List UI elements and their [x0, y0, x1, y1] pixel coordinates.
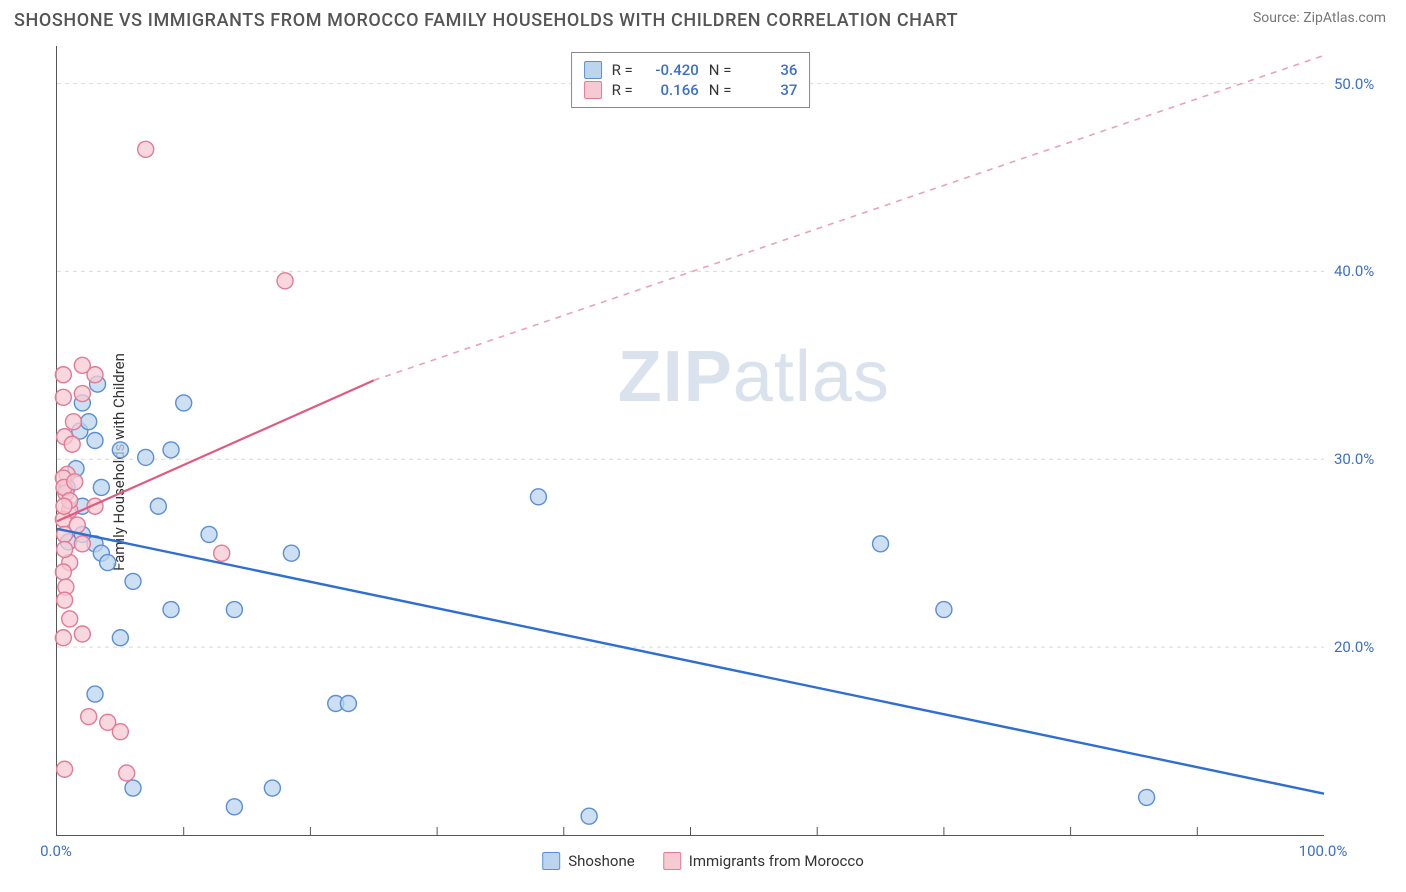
r-label: R = — [612, 81, 633, 99]
series-legend: Shoshone Immigrants from Morocco — [542, 852, 864, 870]
legend-item-shoshone: Shoshone — [542, 852, 635, 870]
r-value-morocco: 0.166 — [643, 81, 699, 99]
swatch-shoshone-icon — [542, 852, 560, 870]
legend-row-morocco: R = 0.166 N = 37 — [584, 81, 798, 99]
x-tick-label: 100.0% — [1299, 842, 1348, 860]
y-tick-label: 30.0% — [1334, 450, 1374, 468]
source-label: Source: ZipAtlas.com — [1253, 10, 1386, 26]
legend-row-shoshone: R = -0.420 N = 36 — [584, 61, 798, 79]
y-tick-label: 50.0% — [1334, 75, 1374, 93]
correlation-legend: R = -0.420 N = 36 R = 0.166 N = 37 — [571, 52, 811, 108]
swatch-morocco-icon — [663, 852, 681, 870]
n-value-shoshone: 36 — [741, 61, 797, 79]
legend-label-shoshone: Shoshone — [568, 852, 635, 870]
n-value-morocco: 37 — [741, 81, 797, 99]
n-label: N = — [709, 61, 732, 79]
chart-title: SHOSHONE VS IMMIGRANTS FROM MOROCCO FAMI… — [14, 10, 958, 31]
swatch-morocco-icon — [584, 81, 602, 99]
n-label: N = — [709, 81, 732, 99]
x-tick-label: 0.0% — [40, 842, 72, 860]
r-value-shoshone: -0.420 — [643, 61, 699, 79]
chart-container: Family Households with Children R = -0.4… — [14, 46, 1392, 878]
y-tick-label: 20.0% — [1334, 638, 1374, 656]
legend-label-morocco: Immigrants from Morocco — [689, 852, 864, 870]
y-tick-label: 40.0% — [1334, 262, 1374, 280]
plot-area: R = -0.420 N = 36 R = 0.166 N = 37 ZIPat… — [56, 46, 1324, 836]
legend-item-morocco: Immigrants from Morocco — [663, 852, 864, 870]
swatch-shoshone-icon — [584, 61, 602, 79]
r-label: R = — [612, 61, 633, 79]
